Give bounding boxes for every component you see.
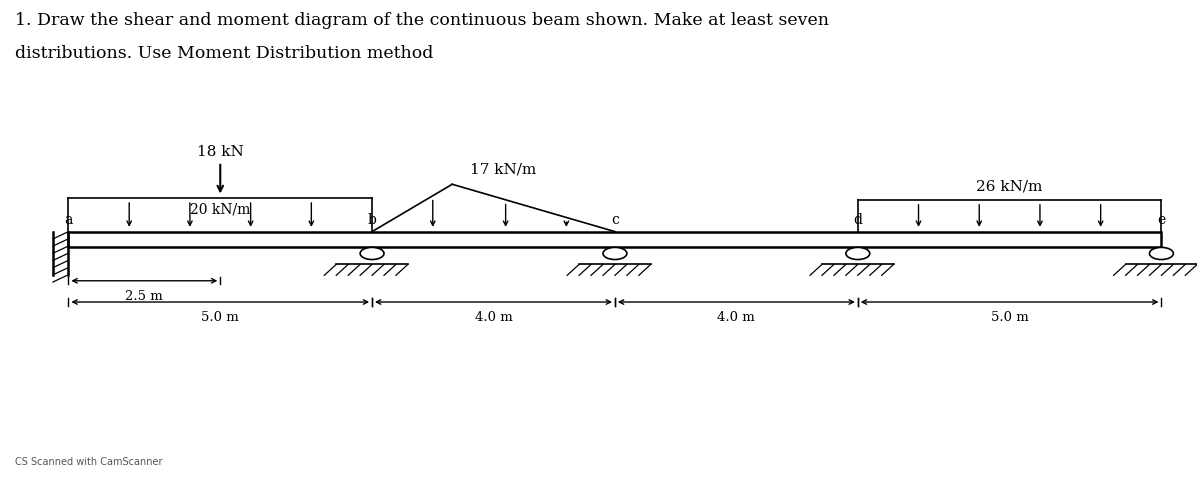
- Text: c: c: [611, 213, 619, 227]
- Circle shape: [360, 247, 384, 260]
- Circle shape: [846, 247, 870, 260]
- Text: 1. Draw the shear and moment diagram of the continuous beam shown. Make at least: 1. Draw the shear and moment diagram of …: [14, 12, 829, 29]
- Circle shape: [602, 247, 626, 260]
- Text: 4.0 m: 4.0 m: [475, 311, 512, 324]
- Text: 20 kN/m: 20 kN/m: [190, 202, 251, 216]
- Text: distributions. Use Moment Distribution method: distributions. Use Moment Distribution m…: [14, 46, 433, 62]
- Text: CS Scanned with CamScanner: CS Scanned with CamScanner: [14, 457, 162, 467]
- Circle shape: [1150, 247, 1174, 260]
- Text: b: b: [367, 213, 377, 227]
- Text: 5.0 m: 5.0 m: [202, 311, 239, 324]
- Text: 2.5 m: 2.5 m: [126, 290, 163, 303]
- Text: 4.0 m: 4.0 m: [718, 311, 755, 324]
- Text: d: d: [853, 213, 863, 227]
- Text: 5.0 m: 5.0 m: [991, 311, 1028, 324]
- Text: 26 kN/m: 26 kN/m: [977, 180, 1043, 194]
- Text: e: e: [1157, 213, 1165, 227]
- Text: 17 kN/m: 17 kN/m: [470, 163, 536, 177]
- Text: a: a: [65, 213, 73, 227]
- Text: 18 kN: 18 kN: [197, 145, 244, 159]
